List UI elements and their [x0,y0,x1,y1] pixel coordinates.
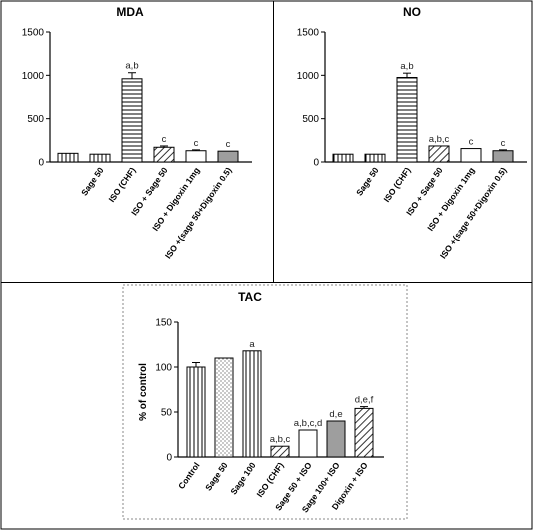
significance-label: c [501,138,506,149]
chart-title: NO [403,5,421,19]
x-tick-label: Sage 50 [203,460,230,492]
chart-no: NO 0 500 1000 1500 Sage 50 a,b ISO (CHF) a,b,c IS… [297,5,527,261]
tac-dotted-frame [122,284,408,520]
significance-label: a,b,c [429,134,450,145]
y-tick-label: 1500 [22,28,45,39]
x-tick-label: Sage 50 [79,165,106,197]
chart-tac: TAC 0 50 100 150 % of control Control Sage 50 a S… [138,290,384,514]
y-axis-label: % of control [138,363,149,421]
y-tick-label: 0 [166,453,172,464]
significance-label: d,e,f [355,395,374,406]
significance-label: a [249,339,255,350]
bar [460,148,482,163]
significance-label: a,b,c,d [294,418,323,429]
x-tick-label: ISO +(sage 50+Digoxin 0.5) [163,165,234,260]
x-tick-label: Sage 100 [228,460,257,496]
bar [326,420,346,458]
x-tick-label: ISO (CHF) [381,165,412,204]
bar [354,407,374,458]
bar [185,150,207,163]
bar [214,357,234,458]
bar [153,146,175,163]
y-tick-label: 1000 [297,71,320,82]
bar [270,445,290,458]
y-tick-label: 1000 [22,71,45,82]
bar [298,429,318,458]
bar [364,153,386,163]
bar [217,150,239,163]
y-tick-label: 150 [155,318,172,329]
y-tick-label: 0 [313,158,319,169]
significance-label: c [226,139,231,150]
significance-label: d,e [329,409,342,420]
y-tick-label: 500 [302,114,319,125]
significance-label: c [162,134,167,145]
chart-mda: MDA 0 500 1000 1500 Sage 50 a,b ISO (CHF) c ISO +… [22,5,252,261]
significance-label: a,b [400,61,413,72]
x-tick-label: ISO (CHF) [254,460,285,499]
bar [396,77,418,163]
chart-title: TAC [238,290,262,304]
bar [242,350,262,458]
bar [121,78,143,163]
chart-title: MDA [116,5,144,19]
y-tick-label: 1500 [297,28,320,39]
x-tick-label: Control [176,460,202,490]
significance-label: a,b [125,61,138,72]
significance-label: c [194,138,199,149]
significance-label: a,b,c [270,434,291,445]
x-tick-label: ISO +(sage 50+Digoxin 0.5) [438,165,509,260]
bar [428,145,450,163]
x-tick-label: Sage 50 [354,165,381,197]
y-tick-label: 500 [27,114,44,125]
bar [492,150,514,163]
y-tick-label: 50 [161,408,173,419]
bar [332,153,354,163]
x-tick-label: ISO (CHF) [106,165,137,204]
y-tick-label: 0 [38,158,44,169]
significance-label: c [469,137,474,148]
y-tick-label: 100 [155,363,172,374]
bar [186,366,206,458]
bar [57,152,79,163]
bar [89,153,111,163]
